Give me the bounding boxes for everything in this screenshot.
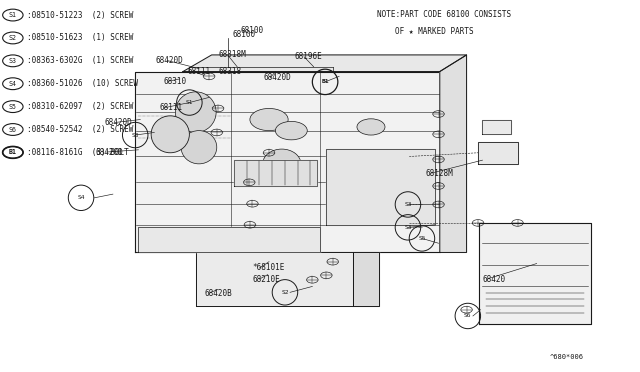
Polygon shape [326, 149, 435, 225]
Polygon shape [138, 227, 320, 253]
Text: *68101E: *68101E [252, 263, 285, 272]
Text: S5: S5 [9, 104, 17, 110]
Polygon shape [483, 119, 511, 134]
Text: 68196E: 68196E [294, 52, 323, 61]
Text: S6: S6 [9, 126, 17, 132]
Text: 68318: 68318 [218, 67, 241, 76]
Text: ^680*006: ^680*006 [549, 353, 584, 359]
Text: 68420D: 68420D [96, 148, 124, 157]
Text: S1: S1 [186, 100, 193, 105]
Text: :08310-62097  (2) SCREW: :08310-62097 (2) SCREW [27, 102, 133, 111]
Text: 68210E: 68210E [252, 275, 280, 283]
Ellipse shape [175, 92, 216, 132]
Text: 68420D: 68420D [104, 118, 132, 127]
Polygon shape [479, 223, 591, 324]
Text: S5: S5 [418, 236, 426, 241]
Text: :08510-51623  (1) SCREW: :08510-51623 (1) SCREW [27, 33, 133, 42]
Text: 68420D: 68420D [264, 73, 292, 82]
Text: 68420D: 68420D [156, 56, 183, 65]
Polygon shape [196, 253, 353, 306]
Text: OF ★ MARKED PARTS: OF ★ MARKED PARTS [394, 27, 473, 36]
Polygon shape [135, 71, 440, 253]
Text: 68111: 68111 [159, 103, 182, 112]
Circle shape [250, 109, 288, 131]
Text: 68128M: 68128M [425, 169, 453, 177]
Ellipse shape [262, 149, 301, 179]
Ellipse shape [181, 131, 217, 164]
Text: S6: S6 [464, 314, 472, 318]
Polygon shape [440, 55, 467, 253]
Text: S3: S3 [131, 132, 139, 138]
Text: B1: B1 [9, 150, 17, 155]
Text: S3: S3 [404, 202, 412, 207]
Text: :08510-51223  (2) SCREW: :08510-51223 (2) SCREW [27, 10, 133, 20]
Text: 68100: 68100 [241, 26, 264, 35]
Text: :08360-51026  (10) SCREW: :08360-51026 (10) SCREW [27, 79, 138, 88]
Text: S4: S4 [77, 195, 84, 200]
Text: S1: S1 [9, 12, 17, 18]
Text: 68310: 68310 [164, 77, 187, 86]
Text: 68420B: 68420B [204, 289, 232, 298]
Circle shape [275, 121, 307, 140]
Text: S4: S4 [9, 81, 17, 87]
Text: :08363-6302G  (1) SCREW: :08363-6302G (1) SCREW [27, 56, 133, 65]
Text: NOTE:PART CODE 68100 CONSISTS: NOTE:PART CODE 68100 CONSISTS [378, 10, 511, 19]
Ellipse shape [151, 116, 189, 153]
Polygon shape [353, 253, 379, 306]
Text: B1: B1 [321, 79, 329, 84]
Text: 68420: 68420 [483, 275, 506, 283]
Text: S3: S3 [9, 58, 17, 64]
Text: 68318M: 68318M [218, 51, 246, 60]
Text: 68100: 68100 [232, 30, 255, 39]
Text: 68111: 68111 [188, 67, 211, 76]
Polygon shape [183, 55, 467, 71]
Text: :08116-8161G  (3) BOLT: :08116-8161G (3) BOLT [27, 148, 129, 157]
Polygon shape [478, 142, 518, 164]
Text: S2: S2 [281, 290, 289, 295]
Circle shape [357, 119, 385, 135]
Text: S2: S2 [9, 35, 17, 41]
Text: S3: S3 [404, 225, 412, 230]
Polygon shape [234, 160, 317, 186]
Text: :08540-52542  (2) SCREW: :08540-52542 (2) SCREW [27, 125, 133, 134]
